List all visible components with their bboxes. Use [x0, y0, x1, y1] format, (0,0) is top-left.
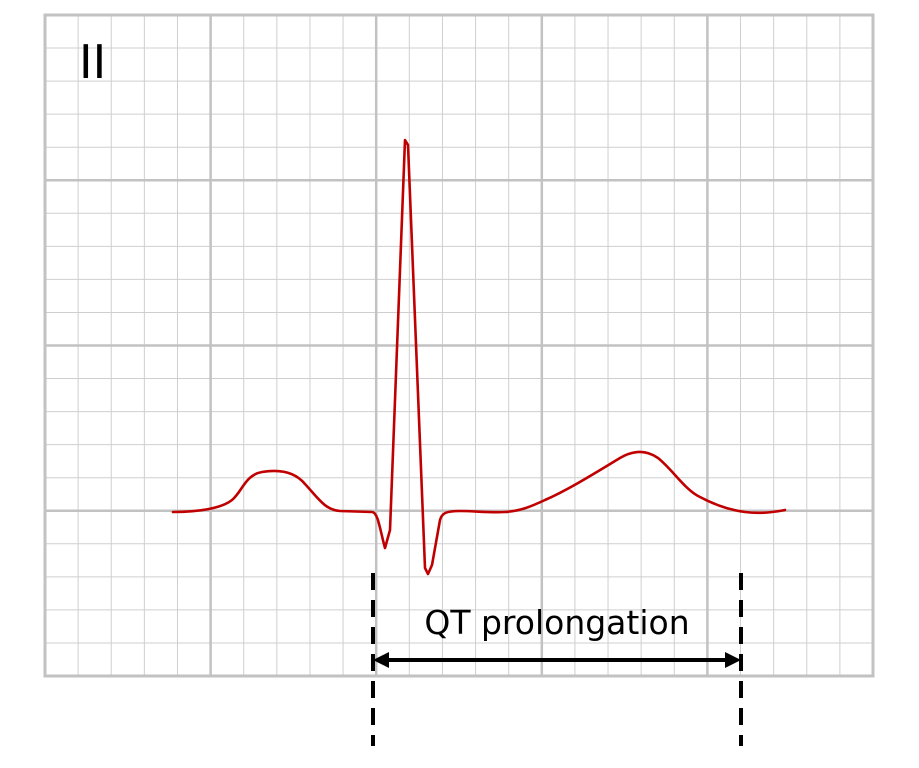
ecg-grid-border [43, 13, 875, 678]
qt-interval-annotation: QT prolongation [371, 573, 743, 746]
ecg-grid [43, 13, 875, 678]
arrow-left-head-icon [373, 652, 389, 668]
ecg-trace-lead-ii [171, 138, 787, 576]
lead-label: II [79, 35, 106, 89]
arrow-right-head-icon [725, 652, 741, 668]
qt-prolongation-label: QT prolongation [424, 603, 689, 642]
